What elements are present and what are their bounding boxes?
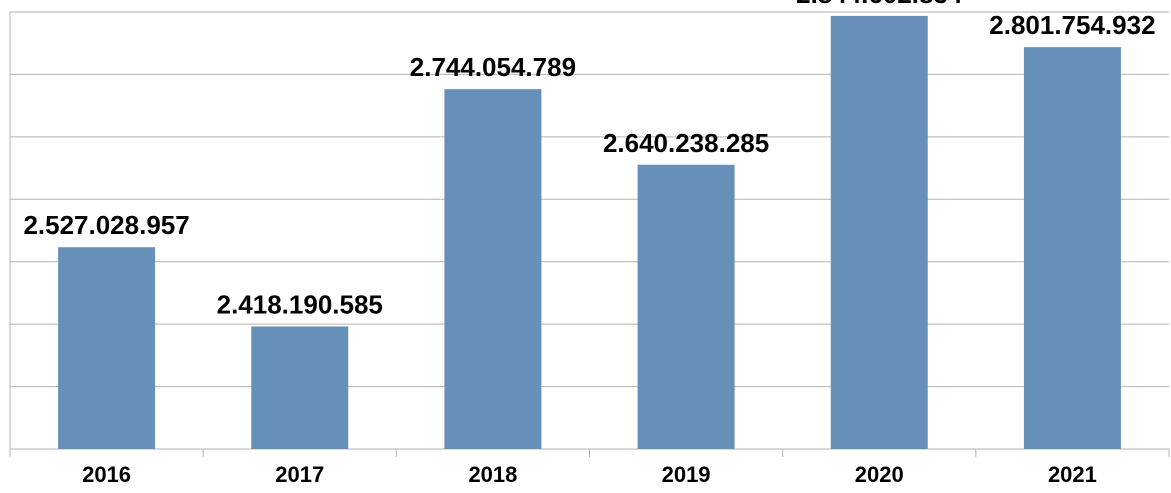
- data-labels: 2.527.028.957 2.418.190.585 2.744.054.789 2…: [23, 0, 1155, 320]
- gridlines: [9, 11, 1169, 450]
- x-tick-label-2018: 2018: [468, 462, 517, 487]
- x-tick-label-2016: 2016: [82, 462, 131, 487]
- x-tick-label-2017: 2017: [275, 462, 324, 487]
- x-tick-label-2019: 2019: [662, 462, 711, 487]
- data-label-2017: 2.418.190.585: [217, 290, 383, 320]
- data-label-2019: 2.640.238.285: [603, 128, 769, 158]
- bar-2021: [1023, 47, 1121, 450]
- bar-2019: [637, 164, 735, 450]
- x-tick-label-2021: 2021: [1048, 462, 1097, 487]
- bar-2017: [251, 326, 349, 449]
- x-axis: 2016 2017 2018 2019 2020 2021: [9, 449, 1170, 487]
- data-label-2016: 2.527.028.957: [23, 210, 189, 240]
- bars: [58, 15, 1121, 450]
- bar-2018: [444, 89, 542, 450]
- bar-2016: [58, 247, 156, 449]
- bar-2020: [830, 15, 928, 450]
- data-label-2018: 2.744.054.789: [410, 52, 576, 82]
- data-label-2020: 2.844.602.854: [796, 0, 963, 9]
- data-label-2021: 2.801.754.932: [989, 10, 1155, 40]
- x-tick-label-2020: 2020: [855, 462, 904, 487]
